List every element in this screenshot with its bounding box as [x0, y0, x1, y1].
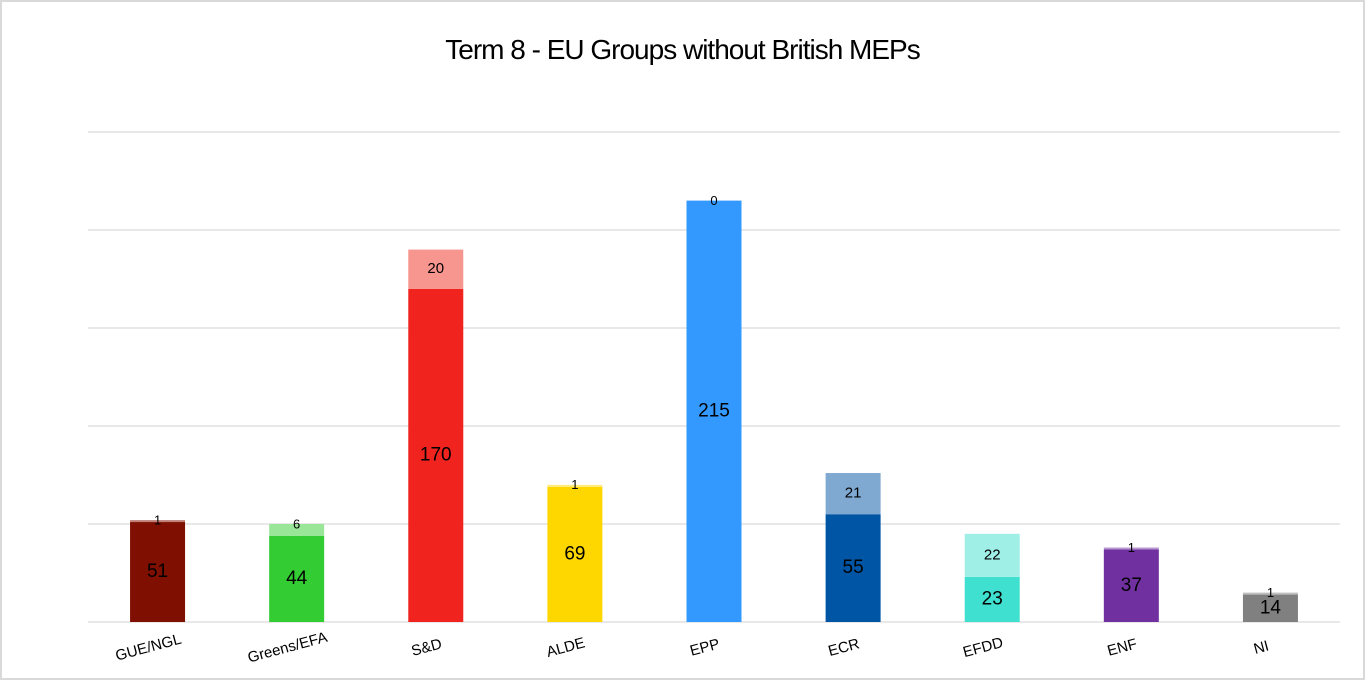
category-label: ENF: [1105, 636, 1138, 660]
data-label: 0: [710, 193, 717, 208]
bar-segment: [686, 200, 742, 622]
bar-segment: [547, 486, 603, 622]
bar-segment: [964, 533, 1020, 577]
category-label: NI: [1252, 638, 1271, 658]
bar-segment: [408, 249, 464, 289]
data-label: 1: [1128, 540, 1135, 555]
bar-segment: [825, 514, 881, 622]
bar-segment: [269, 524, 325, 536]
data-label: 23: [982, 588, 1003, 609]
category-label: S&D: [410, 635, 444, 659]
bar-segment: [825, 473, 881, 515]
bar-segment: [547, 484, 603, 487]
data-label: 1: [154, 513, 161, 528]
data-label: 51: [147, 561, 168, 582]
bar-segment: [269, 535, 325, 622]
bar-segment: [130, 522, 186, 622]
bars: [130, 200, 1298, 622]
bar-segment: [130, 520, 186, 523]
chart-title: Term 8 - EU Groups without British MEPs: [445, 34, 920, 65]
bar-segment: [964, 576, 1020, 622]
category-label: EFDD: [961, 634, 1005, 661]
category-label: Greens/EFA: [246, 629, 329, 667]
data-label: 21: [845, 485, 862, 502]
category-labels: GUE/NGL Greens/EFA S&D ALDE EPP ECR EFDD ENF NI: [114, 629, 1271, 667]
data-label: 1: [1267, 585, 1274, 600]
category-label: ECR: [826, 635, 861, 660]
bar-segment: [1103, 547, 1159, 550]
data-label: 14: [1260, 597, 1282, 618]
data-label: 69: [564, 543, 585, 564]
data-label: 20: [427, 260, 444, 277]
data-label: 170: [420, 444, 452, 465]
data-label: 44: [286, 568, 308, 589]
data-label: 37: [1121, 575, 1142, 596]
data-label: 55: [843, 557, 864, 578]
category-label: EPP: [688, 636, 721, 660]
category-label: ALDE: [545, 634, 587, 661]
data-label: 215: [698, 400, 730, 421]
bar-segment: [1103, 549, 1159, 622]
data-label: 6: [293, 516, 300, 531]
bar-segment: [1242, 592, 1298, 595]
data-label: 1: [571, 477, 578, 492]
data-label: 22: [984, 546, 1001, 563]
bar-segment: [408, 288, 464, 622]
bar-segment: [1242, 594, 1298, 622]
category-label: GUE/NGL: [114, 631, 184, 665]
